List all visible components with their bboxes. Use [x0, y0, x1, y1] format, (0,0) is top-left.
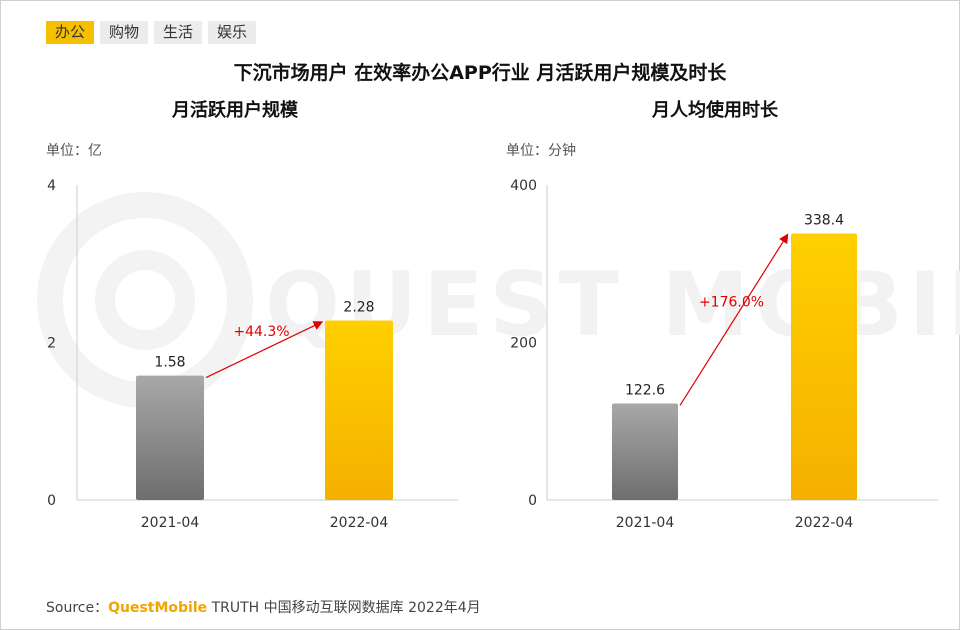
data-label: 122.6: [625, 382, 665, 398]
tab-entertainment[interactable]: 娱乐: [208, 21, 257, 44]
data-label: 1.58: [154, 355, 185, 371]
tab-shopping[interactable]: 购物: [100, 21, 149, 44]
bar-2022-04: [325, 320, 393, 500]
y-tick-label: 400: [510, 178, 537, 194]
x-tick-label: 2021-04: [616, 515, 675, 531]
source-suffix: TRUTH 中国移动互联网数据库 2022年4月: [207, 600, 481, 616]
growth-arrow: [205, 321, 324, 379]
x-tick-label: 2022-04: [330, 515, 389, 531]
chart-title-mau: 月活跃用户规模: [172, 100, 298, 121]
bar-2022-04: [791, 233, 857, 500]
source-note: Source：QuestMobile TRUTH 中国移动互联网数据库 2022…: [46, 597, 481, 617]
y-tick-label: 2: [47, 336, 56, 352]
category-tabs: 办公 购物 生活 娱乐: [46, 21, 257, 44]
y-tick-label: 4: [47, 178, 56, 194]
bar-2021-04: [136, 375, 204, 500]
growth-label: +176.0%: [699, 294, 764, 310]
y-tick-label: 200: [510, 336, 537, 352]
x-tick-label: 2022-04: [795, 515, 854, 531]
growth-label: +44.3%: [233, 324, 289, 340]
source-prefix: Source：: [46, 600, 109, 616]
unit-label-mau: 单位：亿: [46, 143, 102, 159]
data-label: 2.28: [343, 299, 374, 315]
source-brand: QuestMobile: [108, 600, 208, 616]
growth-arrow: [679, 233, 789, 406]
tab-office[interactable]: 办公: [46, 21, 95, 44]
unit-label-duration: 单位：分钟: [506, 143, 576, 159]
chart-title-duration: 月人均使用时长: [652, 100, 778, 121]
x-tick-label: 2021-04: [141, 515, 200, 531]
y-tick-label: 0: [528, 493, 537, 509]
y-tick-label: 0: [47, 493, 56, 509]
page-title: 下沉市场用户 在效率办公APP行业 月活跃用户规模及时长: [233, 62, 727, 84]
bar-2021-04: [612, 403, 678, 500]
tab-life[interactable]: 生活: [154, 21, 203, 44]
data-label: 338.4: [804, 213, 844, 229]
